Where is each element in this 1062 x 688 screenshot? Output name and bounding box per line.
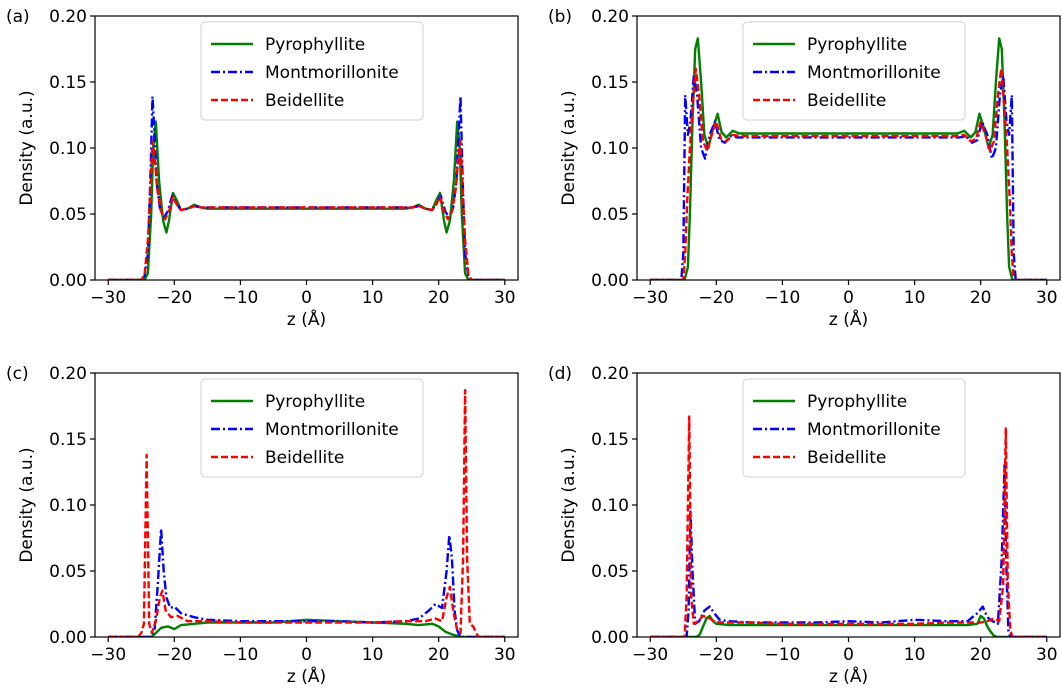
x-axis-label: z (Å): [287, 665, 326, 687]
x-tick-label: 0: [843, 288, 854, 308]
legend-box: [200, 378, 424, 478]
y-tick-label: 0.15: [591, 430, 629, 450]
x-tick-label: −10: [222, 645, 258, 665]
legend-label-pyrophyllite: Pyrophyllite: [265, 392, 365, 412]
y-tick-label: 0.15: [591, 73, 629, 93]
x-tick-label: −30: [90, 645, 126, 665]
series-line-montmorillonite: [108, 527, 505, 637]
panel-d: 0.00 0.05 0.10 0.15 0.20 −30 −20 −10 0 10 20 30 z (Å…: [548, 364, 1061, 687]
x-tick-label: −20: [698, 288, 734, 308]
x-tick-label: 10: [904, 288, 926, 308]
y-tick-label: 0.20: [49, 7, 87, 27]
series-line-beidellite: [650, 415, 1047, 637]
series-line-pyrophyllite: [650, 37, 1047, 280]
series-line-montmorillonite: [650, 464, 1047, 637]
panel-label: (a): [6, 7, 30, 27]
y-tick-label: 0.05: [49, 205, 87, 225]
panel-label: (d): [548, 364, 572, 384]
legend: Pyrophyllite Montmorillonite Beidellite: [200, 378, 424, 478]
y-axis-label: Density (a.u.): [17, 90, 37, 205]
legend-label-montmorillonite: Montmorillonite: [265, 63, 399, 83]
panel-c: 0.00 0.05 0.10 0.15 0.20 −30 −20 −10 0 10 20 30 z (Å…: [6, 364, 519, 687]
series-line-beidellite: [650, 67, 1047, 280]
x-axis-label: z (Å): [829, 665, 868, 687]
legend-label-pyrophyllite: Pyrophyllite: [807, 392, 907, 412]
y-tick-label: 0.20: [591, 7, 629, 27]
y-tick-label: 0.10: [49, 496, 87, 516]
y-tick-label: 0.00: [49, 628, 87, 648]
x-tick-label: 0: [301, 645, 312, 665]
x-tick-label: 0: [301, 288, 312, 308]
y-tick-label: 0.15: [49, 73, 87, 93]
x-tick-label: −20: [698, 645, 734, 665]
panel-label: (b): [548, 7, 572, 27]
legend-label-beidellite: Beidellite: [807, 448, 886, 468]
series-line-montmorillonite: [108, 95, 505, 280]
x-tick-label: 0: [843, 645, 854, 665]
x-tick-label: −30: [90, 288, 126, 308]
legend-label-beidellite: Beidellite: [265, 448, 344, 468]
legend-label-beidellite: Beidellite: [265, 91, 344, 111]
y-tick-label: 0.00: [49, 271, 87, 291]
legend-box: [742, 378, 966, 478]
legend-box: [200, 21, 424, 121]
legend-label-beidellite: Beidellite: [807, 91, 886, 111]
y-tick-label: 0.05: [591, 205, 629, 225]
x-tick-label: 30: [494, 645, 516, 665]
y-tick-label: 0.10: [591, 139, 629, 159]
y-tick-label: 0.15: [49, 430, 87, 450]
y-tick-label: 0.05: [591, 562, 629, 582]
x-tick-label: −30: [632, 288, 668, 308]
x-tick-label: 30: [494, 288, 516, 308]
x-tick-label: 10: [362, 288, 384, 308]
y-tick-label: 0.20: [591, 364, 629, 384]
y-tick-label: 0.00: [591, 628, 629, 648]
y-tick-label: 0.05: [49, 562, 87, 582]
legend: Pyrophyllite Montmorillonite Beidellite: [200, 21, 424, 121]
x-tick-label: −20: [156, 288, 192, 308]
series-line-pyrophyllite: [108, 618, 505, 637]
y-axis-label: Density (a.u.): [17, 447, 37, 562]
legend-label-montmorillonite: Montmorillonite: [807, 63, 941, 83]
y-tick-label: 0.00: [591, 271, 629, 291]
panel-a: 0.00 0.05 0.10 0.15 0.20 −30 −20 −10 0 10 20 30 z (Å…: [6, 7, 519, 330]
y-axis-label: Density (a.u.): [559, 90, 579, 205]
x-tick-label: 30: [1036, 645, 1058, 665]
legend-label-montmorillonite: Montmorillonite: [807, 420, 941, 440]
y-tick-label: 0.10: [591, 496, 629, 516]
x-tick-label: 20: [970, 288, 992, 308]
x-tick-label: −10: [764, 645, 800, 665]
legend-box: [742, 21, 966, 121]
x-tick-label: 10: [362, 645, 384, 665]
x-axis-label: z (Å): [829, 308, 868, 330]
series-line-beidellite: [108, 140, 505, 280]
x-tick-label: 30: [1036, 288, 1058, 308]
panel-b: 0.00 0.05 0.10 0.15 0.20 −30 −20 −10 0 10 20 30 z (Å…: [548, 7, 1061, 330]
panel-label: (c): [6, 364, 29, 384]
legend: Pyrophyllite Montmorillonite Beidellite: [742, 378, 966, 478]
x-tick-label: −10: [222, 288, 258, 308]
x-tick-label: −10: [764, 288, 800, 308]
x-tick-label: 20: [970, 645, 992, 665]
x-tick-label: −30: [632, 645, 668, 665]
legend-label-pyrophyllite: Pyrophyllite: [265, 35, 365, 55]
x-tick-label: −20: [156, 645, 192, 665]
legend: Pyrophyllite Montmorillonite Beidellite: [742, 21, 966, 121]
x-axis-label: z (Å): [287, 308, 326, 330]
x-tick-label: 20: [428, 288, 450, 308]
series-line-beidellite: [108, 389, 505, 637]
x-tick-label: 20: [428, 645, 450, 665]
legend-label-montmorillonite: Montmorillonite: [265, 420, 399, 440]
legend-label-pyrophyllite: Pyrophyllite: [807, 35, 907, 55]
series-line-pyrophyllite: [108, 120, 505, 280]
y-tick-label: 0.10: [49, 139, 87, 159]
y-tick-label: 0.20: [49, 364, 87, 384]
x-tick-label: 10: [904, 645, 926, 665]
series-line-pyrophyllite: [650, 614, 1047, 637]
y-axis-label: Density (a.u.): [559, 447, 579, 562]
